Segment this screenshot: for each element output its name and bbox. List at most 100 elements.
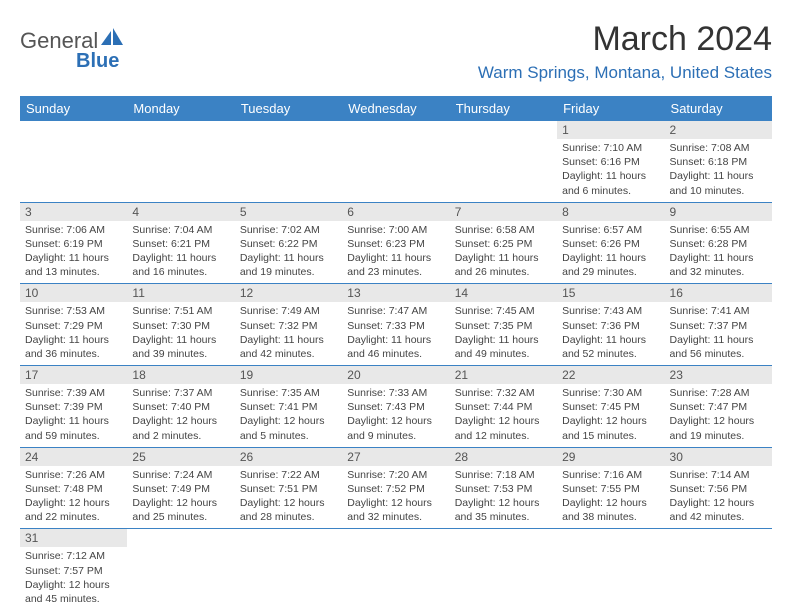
day-number: 4 — [127, 203, 234, 221]
calendar-cell: 2Sunrise: 7:08 AMSunset: 6:18 PMDaylight… — [665, 121, 772, 202]
day-info: Sunrise: 7:14 AMSunset: 7:56 PMDaylight:… — [665, 466, 772, 529]
calendar-cell-empty — [20, 121, 127, 202]
calendar-cell-empty — [127, 529, 234, 610]
calendar-cell: 13Sunrise: 7:47 AMSunset: 7:33 PMDayligh… — [342, 284, 449, 366]
calendar-cell-empty — [450, 121, 557, 202]
day-number: 24 — [20, 448, 127, 466]
weekday-header: Monday — [127, 96, 234, 121]
day-info: Sunrise: 7:28 AMSunset: 7:47 PMDaylight:… — [665, 384, 772, 447]
calendar-row: 10Sunrise: 7:53 AMSunset: 7:29 PMDayligh… — [20, 284, 772, 366]
day-info: Sunrise: 7:35 AMSunset: 7:41 PMDaylight:… — [235, 384, 342, 447]
day-info: Sunrise: 7:30 AMSunset: 7:45 PMDaylight:… — [557, 384, 664, 447]
calendar-cell: 15Sunrise: 7:43 AMSunset: 7:36 PMDayligh… — [557, 284, 664, 366]
day-info: Sunrise: 7:08 AMSunset: 6:18 PMDaylight:… — [665, 139, 772, 202]
day-info: Sunrise: 7:43 AMSunset: 7:36 PMDaylight:… — [557, 302, 664, 365]
calendar-cell: 6Sunrise: 7:00 AMSunset: 6:23 PMDaylight… — [342, 202, 449, 284]
day-info: Sunrise: 7:04 AMSunset: 6:21 PMDaylight:… — [127, 221, 234, 284]
calendar-cell: 10Sunrise: 7:53 AMSunset: 7:29 PMDayligh… — [20, 284, 127, 366]
day-number: 14 — [450, 284, 557, 302]
day-number: 18 — [127, 366, 234, 384]
calendar-cell-empty — [665, 529, 772, 610]
day-number: 15 — [557, 284, 664, 302]
header: General Blue March 2024 Warm Springs, Mo… — [20, 20, 772, 90]
weekday-header: Wednesday — [342, 96, 449, 121]
day-number: 11 — [127, 284, 234, 302]
weekday-header: Thursday — [450, 96, 557, 121]
calendar-cell: 4Sunrise: 7:04 AMSunset: 6:21 PMDaylight… — [127, 202, 234, 284]
day-number: 19 — [235, 366, 342, 384]
calendar-cell: 26Sunrise: 7:22 AMSunset: 7:51 PMDayligh… — [235, 447, 342, 529]
weekday-header-row: SundayMondayTuesdayWednesdayThursdayFrid… — [20, 96, 772, 121]
calendar-cell: 24Sunrise: 7:26 AMSunset: 7:48 PMDayligh… — [20, 447, 127, 529]
calendar-cell: 22Sunrise: 7:30 AMSunset: 7:45 PMDayligh… — [557, 366, 664, 448]
calendar-cell-empty — [450, 529, 557, 610]
day-info: Sunrise: 7:10 AMSunset: 6:16 PMDaylight:… — [557, 139, 664, 202]
day-number: 31 — [20, 529, 127, 547]
day-info: Sunrise: 7:12 AMSunset: 7:57 PMDaylight:… — [20, 547, 127, 610]
logo: General Blue — [20, 28, 123, 54]
day-number: 23 — [665, 366, 772, 384]
location-text: Warm Springs, Montana, United States — [478, 63, 772, 83]
day-info: Sunrise: 7:16 AMSunset: 7:55 PMDaylight:… — [557, 466, 664, 529]
day-number: 21 — [450, 366, 557, 384]
day-info: Sunrise: 7:24 AMSunset: 7:49 PMDaylight:… — [127, 466, 234, 529]
calendar-cell: 20Sunrise: 7:33 AMSunset: 7:43 PMDayligh… — [342, 366, 449, 448]
day-info: Sunrise: 7:20 AMSunset: 7:52 PMDaylight:… — [342, 466, 449, 529]
day-number: 27 — [342, 448, 449, 466]
day-number: 6 — [342, 203, 449, 221]
day-info: Sunrise: 7:45 AMSunset: 7:35 PMDaylight:… — [450, 302, 557, 365]
day-number: 7 — [450, 203, 557, 221]
day-number: 17 — [20, 366, 127, 384]
calendar-cell: 1Sunrise: 7:10 AMSunset: 6:16 PMDaylight… — [557, 121, 664, 202]
day-number: 13 — [342, 284, 449, 302]
logo-text-b: Blue — [76, 50, 119, 73]
calendar-body: 1Sunrise: 7:10 AMSunset: 6:16 PMDaylight… — [20, 121, 772, 610]
day-info: Sunrise: 7:02 AMSunset: 6:22 PMDaylight:… — [235, 221, 342, 284]
calendar-row: 31Sunrise: 7:12 AMSunset: 7:57 PMDayligh… — [20, 529, 772, 610]
day-number: 16 — [665, 284, 772, 302]
calendar-cell: 14Sunrise: 7:45 AMSunset: 7:35 PMDayligh… — [450, 284, 557, 366]
calendar-cell: 21Sunrise: 7:32 AMSunset: 7:44 PMDayligh… — [450, 366, 557, 448]
day-number: 26 — [235, 448, 342, 466]
calendar-cell-empty — [342, 529, 449, 610]
day-number: 8 — [557, 203, 664, 221]
calendar-cell: 16Sunrise: 7:41 AMSunset: 7:37 PMDayligh… — [665, 284, 772, 366]
calendar-cell-empty — [127, 121, 234, 202]
weekday-header: Sunday — [20, 96, 127, 121]
calendar-cell: 30Sunrise: 7:14 AMSunset: 7:56 PMDayligh… — [665, 447, 772, 529]
calendar-cell: 17Sunrise: 7:39 AMSunset: 7:39 PMDayligh… — [20, 366, 127, 448]
day-info: Sunrise: 7:39 AMSunset: 7:39 PMDaylight:… — [20, 384, 127, 447]
calendar-cell-empty — [557, 529, 664, 610]
day-info: Sunrise: 7:32 AMSunset: 7:44 PMDaylight:… — [450, 384, 557, 447]
calendar-cell: 25Sunrise: 7:24 AMSunset: 7:49 PMDayligh… — [127, 447, 234, 529]
day-info: Sunrise: 6:58 AMSunset: 6:25 PMDaylight:… — [450, 221, 557, 284]
weekday-header: Saturday — [665, 96, 772, 121]
calendar-row: 3Sunrise: 7:06 AMSunset: 6:19 PMDaylight… — [20, 202, 772, 284]
weekday-header: Friday — [557, 96, 664, 121]
day-info: Sunrise: 6:55 AMSunset: 6:28 PMDaylight:… — [665, 221, 772, 284]
day-info: Sunrise: 7:18 AMSunset: 7:53 PMDaylight:… — [450, 466, 557, 529]
day-info: Sunrise: 7:47 AMSunset: 7:33 PMDaylight:… — [342, 302, 449, 365]
sail-icon — [101, 26, 123, 52]
day-number: 30 — [665, 448, 772, 466]
calendar-cell: 3Sunrise: 7:06 AMSunset: 6:19 PMDaylight… — [20, 202, 127, 284]
day-info: Sunrise: 7:53 AMSunset: 7:29 PMDaylight:… — [20, 302, 127, 365]
calendar-row: 17Sunrise: 7:39 AMSunset: 7:39 PMDayligh… — [20, 366, 772, 448]
calendar-cell: 8Sunrise: 6:57 AMSunset: 6:26 PMDaylight… — [557, 202, 664, 284]
day-info: Sunrise: 6:57 AMSunset: 6:26 PMDaylight:… — [557, 221, 664, 284]
calendar-row: 1Sunrise: 7:10 AMSunset: 6:16 PMDaylight… — [20, 121, 772, 202]
day-number: 25 — [127, 448, 234, 466]
day-number: 5 — [235, 203, 342, 221]
day-number: 29 — [557, 448, 664, 466]
day-info: Sunrise: 7:00 AMSunset: 6:23 PMDaylight:… — [342, 221, 449, 284]
day-info: Sunrise: 7:37 AMSunset: 7:40 PMDaylight:… — [127, 384, 234, 447]
day-number: 10 — [20, 284, 127, 302]
calendar-cell: 19Sunrise: 7:35 AMSunset: 7:41 PMDayligh… — [235, 366, 342, 448]
day-number: 20 — [342, 366, 449, 384]
calendar-cell: 23Sunrise: 7:28 AMSunset: 7:47 PMDayligh… — [665, 366, 772, 448]
weekday-header: Tuesday — [235, 96, 342, 121]
calendar-table: SundayMondayTuesdayWednesdayThursdayFrid… — [20, 96, 772, 610]
calendar-cell: 29Sunrise: 7:16 AMSunset: 7:55 PMDayligh… — [557, 447, 664, 529]
day-number: 22 — [557, 366, 664, 384]
title-block: March 2024 Warm Springs, Montana, United… — [478, 20, 772, 83]
